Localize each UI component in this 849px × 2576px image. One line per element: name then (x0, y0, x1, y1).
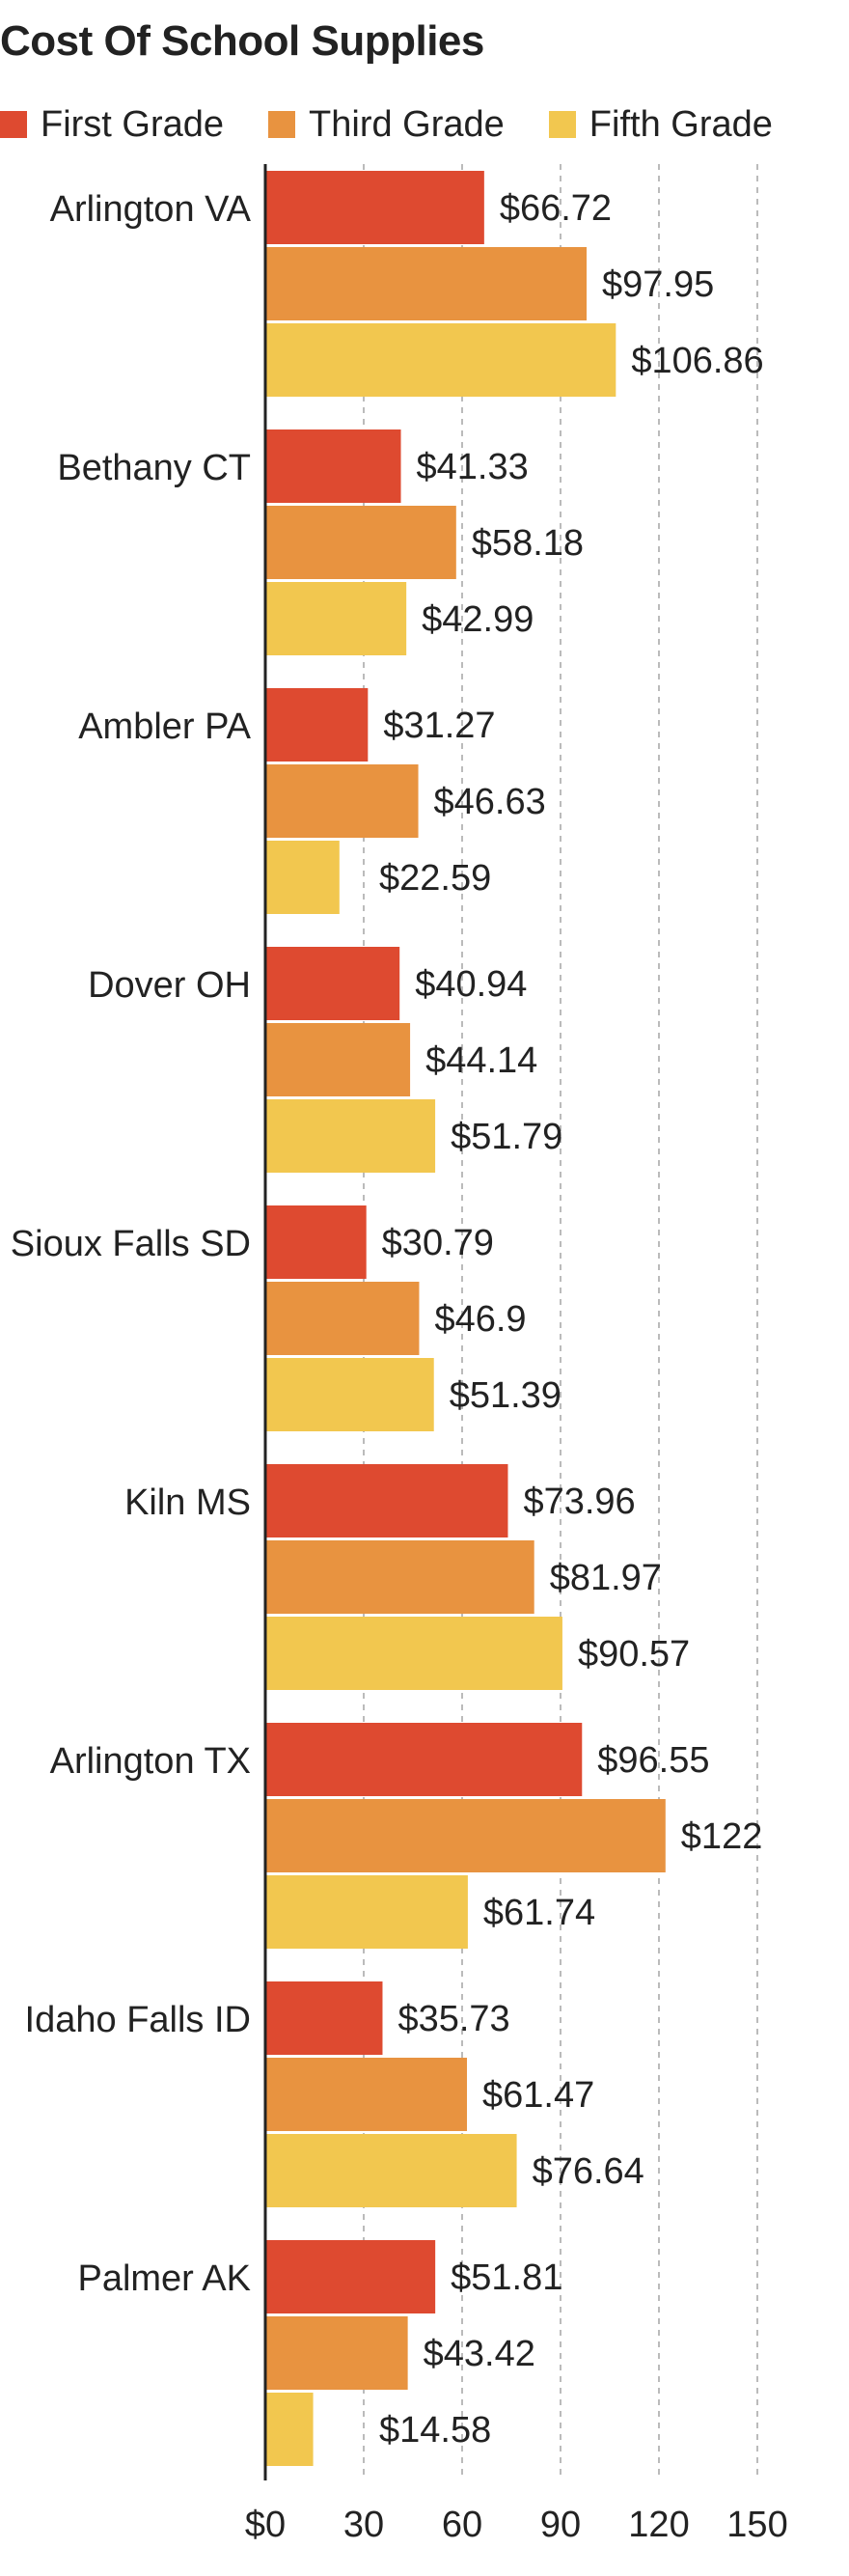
x-tick-label: 30 (343, 2505, 384, 2545)
bar (265, 1723, 583, 1796)
category-label: Sioux Falls SD (11, 1224, 251, 1264)
bar (265, 1023, 411, 1096)
value-label: $46.63 (434, 782, 546, 822)
value-label: $66.72 (500, 188, 612, 229)
legend-swatch-third-grade (268, 111, 296, 138)
legend-label-first-grade: First Grade (41, 103, 225, 145)
x-tick-label: 150 (726, 2505, 787, 2545)
legend-label-third-grade: Third Grade (309, 103, 505, 145)
value-label: $51.81 (451, 2257, 562, 2298)
legend-label-fifth-grade: Fifth Grade (589, 103, 773, 145)
value-label: $31.27 (383, 706, 495, 746)
legend-item-third-grade: Third Grade (268, 104, 505, 146)
bar (265, 323, 616, 397)
value-label: $58.18 (472, 523, 584, 564)
legend-swatch-fifth-grade (548, 111, 576, 138)
value-label: $81.97 (550, 1558, 662, 1598)
value-label: $97.95 (602, 264, 714, 305)
category-label: Idaho Falls ID (25, 2000, 251, 2040)
legend-swatch-first-grade (0, 111, 27, 138)
category-label: Bethany CT (57, 448, 251, 488)
bar (265, 764, 419, 838)
value-label: $90.57 (578, 1634, 690, 1675)
bar (265, 582, 407, 655)
x-tick-label: $0 (245, 2505, 286, 2545)
value-label: $122 (681, 1816, 763, 1857)
bar (265, 1205, 367, 1279)
bar (265, 1981, 383, 2055)
legend-item-first-grade: First Grade (0, 104, 224, 146)
value-label: $61.74 (483, 1893, 595, 1933)
value-label: $96.55 (597, 1740, 709, 1781)
bar (265, 841, 340, 914)
x-tick-label: 120 (628, 2505, 689, 2545)
bar (265, 1875, 468, 1949)
legend-item-fifth-grade: Fifth Grade (548, 103, 773, 146)
bar (265, 2134, 517, 2207)
category-label: Palmer AK (77, 2258, 251, 2299)
value-label: $44.14 (425, 1040, 537, 1081)
bar (265, 1358, 434, 1431)
value-label: $41.33 (417, 447, 529, 487)
value-label: $43.42 (424, 2334, 535, 2374)
category-label: Arlington VA (50, 189, 252, 230)
bar (265, 247, 588, 320)
bar (265, 1464, 508, 1537)
bar (265, 1282, 420, 1355)
value-label: $14.58 (379, 2410, 491, 2451)
bar (265, 429, 401, 503)
value-label: $40.94 (415, 964, 527, 1005)
bar (265, 2393, 314, 2466)
value-label: $61.47 (482, 2075, 594, 2116)
category-label: Arlington TX (50, 1741, 251, 1782)
value-label: $73.96 (523, 1482, 635, 1522)
category-label: Ambler PA (78, 706, 251, 747)
chart-title: Cost Of School Supplies (0, 17, 484, 65)
value-label: $51.79 (451, 1117, 562, 1157)
legend: First Grade Third Grade Fifth Grade (0, 100, 817, 149)
bar (265, 1799, 666, 1872)
x-tick-label: 60 (442, 2505, 482, 2545)
bar (265, 1617, 562, 1690)
x-tick-label: 90 (540, 2505, 581, 2545)
bar (265, 2058, 467, 2131)
bar (265, 688, 369, 762)
bar (265, 1099, 436, 1173)
bar (265, 947, 400, 1020)
bar (265, 1540, 534, 1614)
bar (265, 506, 456, 579)
category-label: Dover OH (88, 965, 251, 1006)
value-label: $46.9 (434, 1299, 526, 1340)
bar (265, 2316, 408, 2390)
value-label: $22.59 (379, 858, 491, 899)
value-label: $51.39 (450, 1375, 561, 1416)
value-label: $42.99 (422, 599, 534, 640)
value-label: $106.86 (631, 341, 763, 381)
value-label: $30.79 (382, 1223, 494, 1263)
bar (265, 2240, 436, 2313)
value-label: $35.73 (397, 1999, 509, 2039)
category-label: Kiln MS (124, 1482, 251, 1523)
value-label: $76.64 (533, 2151, 644, 2192)
bar (265, 171, 484, 244)
